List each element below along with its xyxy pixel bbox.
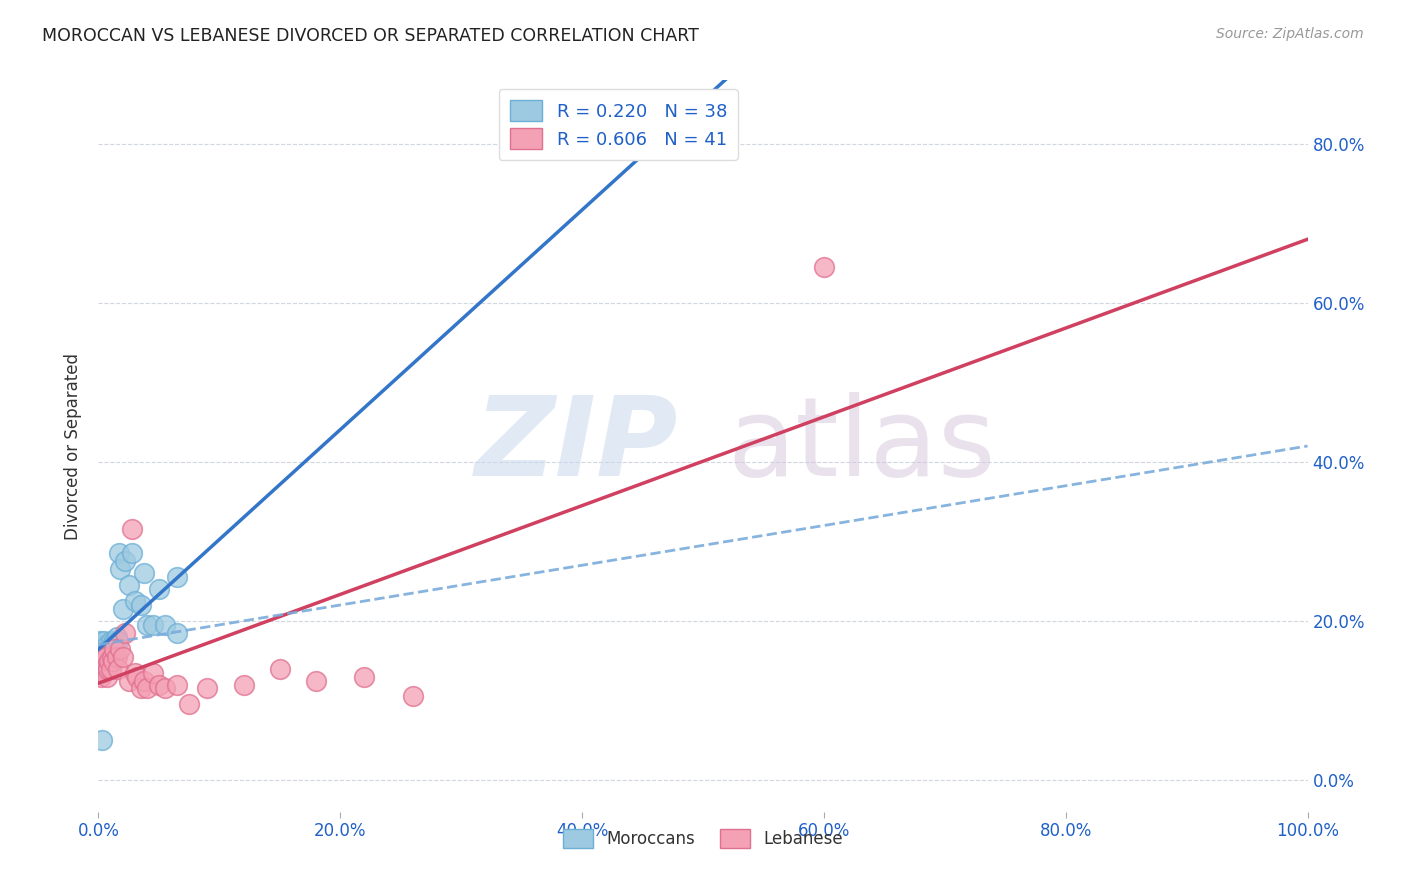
Point bbox=[134, 566, 156, 581]
Point bbox=[96, 669, 118, 683]
Point bbox=[93, 646, 115, 660]
Point bbox=[100, 633, 122, 648]
Point bbox=[91, 665, 114, 680]
Text: ZIP: ZIP bbox=[475, 392, 679, 500]
Point bbox=[114, 554, 136, 568]
Point bbox=[100, 646, 122, 660]
Point bbox=[142, 618, 165, 632]
Point bbox=[153, 681, 176, 696]
Point bbox=[103, 641, 125, 656]
Point bbox=[105, 649, 128, 664]
Point bbox=[105, 630, 128, 644]
Point bbox=[111, 602, 134, 616]
Point bbox=[166, 677, 188, 691]
Point bbox=[94, 662, 117, 676]
Point bbox=[135, 618, 157, 632]
Point bbox=[305, 673, 328, 688]
Point bbox=[153, 618, 176, 632]
Point bbox=[121, 523, 143, 537]
Point bbox=[129, 681, 152, 696]
Point bbox=[148, 677, 170, 691]
Point bbox=[97, 649, 120, 664]
Point bbox=[142, 665, 165, 680]
Point bbox=[135, 681, 157, 696]
Point bbox=[124, 665, 146, 680]
Point bbox=[104, 649, 127, 664]
Legend: Moroccans, Lebanese: Moroccans, Lebanese bbox=[557, 822, 849, 855]
Point bbox=[97, 662, 120, 676]
Point bbox=[108, 641, 131, 656]
Point bbox=[91, 733, 114, 747]
Point bbox=[96, 638, 118, 652]
Point bbox=[93, 633, 115, 648]
Point bbox=[103, 633, 125, 648]
Point bbox=[124, 594, 146, 608]
Point bbox=[93, 649, 115, 664]
Point bbox=[195, 681, 218, 696]
Point bbox=[98, 641, 121, 656]
Point bbox=[166, 570, 188, 584]
Point bbox=[166, 625, 188, 640]
Point bbox=[100, 649, 122, 664]
Point bbox=[90, 669, 112, 683]
Point bbox=[96, 646, 118, 660]
Point bbox=[114, 625, 136, 640]
Point bbox=[91, 638, 114, 652]
Point bbox=[127, 669, 149, 683]
Text: atlas: atlas bbox=[727, 392, 995, 500]
Point bbox=[91, 662, 114, 676]
Point bbox=[107, 633, 129, 648]
Point bbox=[90, 641, 112, 656]
Point bbox=[91, 649, 114, 664]
Point bbox=[94, 649, 117, 664]
Point bbox=[129, 598, 152, 612]
Point bbox=[91, 641, 114, 656]
Point bbox=[353, 669, 375, 683]
Point bbox=[100, 638, 122, 652]
Point bbox=[813, 260, 835, 274]
Point bbox=[148, 582, 170, 596]
Point bbox=[118, 578, 141, 592]
Point bbox=[91, 646, 114, 660]
Point bbox=[101, 638, 124, 652]
Point bbox=[94, 649, 117, 664]
Point bbox=[111, 649, 134, 664]
Point bbox=[108, 562, 131, 576]
Point bbox=[108, 546, 131, 560]
Point bbox=[101, 654, 124, 668]
Point bbox=[269, 662, 291, 676]
Point bbox=[96, 657, 118, 672]
Point bbox=[402, 690, 425, 704]
Point bbox=[118, 673, 141, 688]
Point bbox=[134, 673, 156, 688]
Text: Source: ZipAtlas.com: Source: ZipAtlas.com bbox=[1216, 27, 1364, 41]
Point bbox=[94, 641, 117, 656]
Point bbox=[89, 657, 111, 672]
Point bbox=[179, 698, 201, 712]
Point bbox=[121, 546, 143, 560]
Point bbox=[107, 662, 129, 676]
Point bbox=[100, 662, 122, 676]
Point bbox=[232, 677, 254, 691]
Y-axis label: Divorced or Separated: Divorced or Separated bbox=[65, 352, 83, 540]
Point bbox=[89, 633, 111, 648]
Point bbox=[91, 649, 114, 664]
Point bbox=[98, 654, 121, 668]
Text: MOROCCAN VS LEBANESE DIVORCED OR SEPARATED CORRELATION CHART: MOROCCAN VS LEBANESE DIVORCED OR SEPARAT… bbox=[42, 27, 699, 45]
Point bbox=[93, 662, 115, 676]
